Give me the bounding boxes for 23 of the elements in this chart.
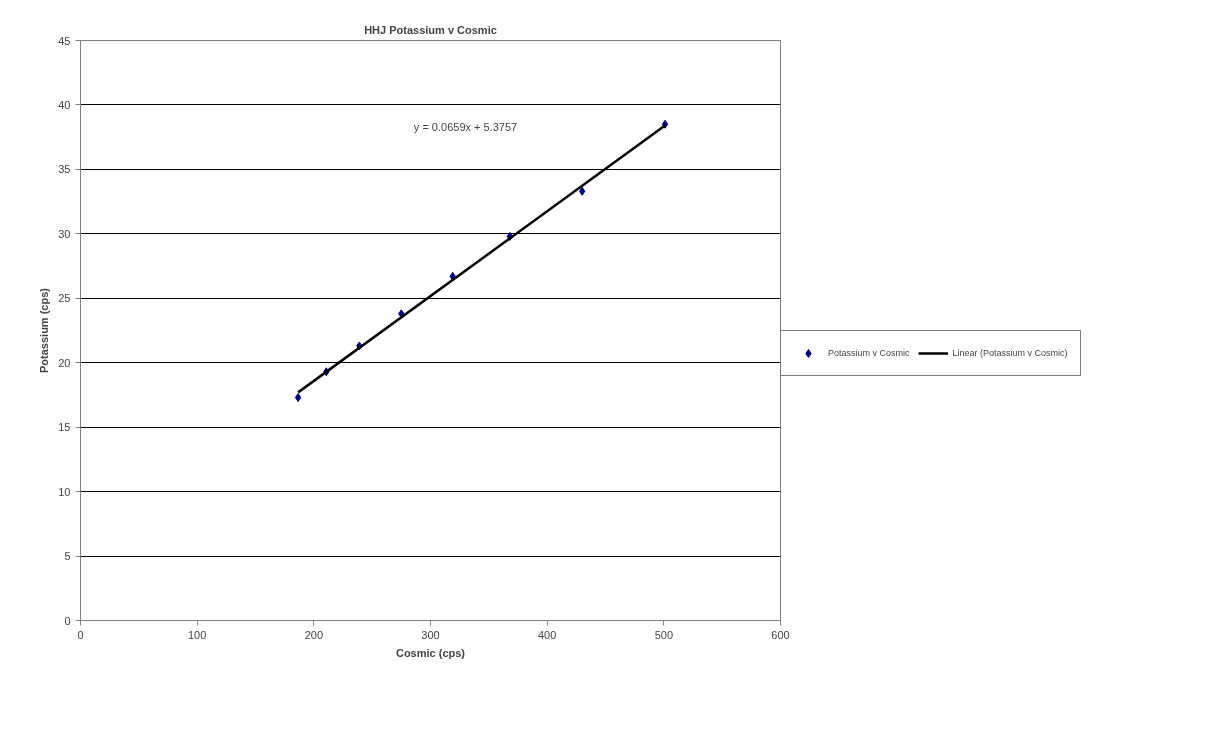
- y-tick-label: 10: [58, 485, 71, 498]
- y-tick-label: 40: [58, 98, 71, 111]
- y-tick-label: 35: [58, 163, 71, 176]
- x-axis-title: Cosmic (cps): [395, 646, 466, 659]
- x-tick-label: 100: [187, 628, 207, 641]
- legend-label: Potassium v Cosmic: [828, 348, 910, 359]
- x-tick-label: 200: [304, 628, 324, 641]
- y-tick-label: 0: [64, 614, 71, 627]
- legend-label: Linear (Potassium v Cosmic): [952, 348, 1068, 359]
- y-tick-label: 45: [58, 34, 71, 47]
- y-tick-label: 30: [58, 227, 71, 240]
- annotation: y = 0.0659x + 5.3757: [413, 121, 518, 134]
- x-tick-label: 300: [421, 628, 440, 641]
- x-tick-label: 500: [654, 628, 674, 641]
- x-tick-label: 600: [771, 628, 790, 641]
- y-tick-label: 25: [58, 292, 71, 305]
- y-tick-label: 20: [58, 356, 71, 369]
- chart-title: HHJ Potassium v Cosmic: [364, 23, 497, 36]
- x-tick-label: 0: [77, 628, 84, 641]
- x-tick-label: 400: [537, 628, 557, 641]
- y-axis-title: Potassium (cps): [38, 287, 51, 373]
- y-tick-label: 15: [58, 421, 71, 434]
- y-tick-label: 5: [64, 550, 71, 563]
